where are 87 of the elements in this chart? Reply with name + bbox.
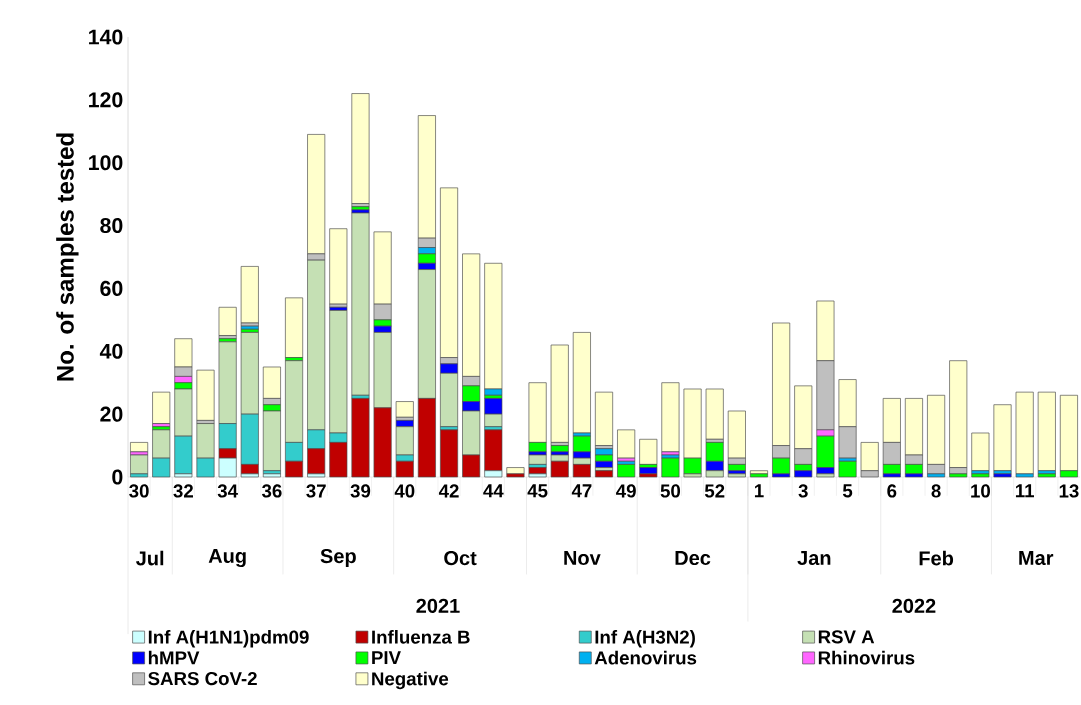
bar — [307, 134, 326, 255]
bar — [617, 464, 636, 478]
bar — [351, 398, 370, 478]
bar — [617, 429, 636, 459]
x-tick-label: 11 — [1015, 484, 1035, 498]
bar — [550, 445, 569, 453]
x-tick-label: 8 — [931, 484, 941, 498]
legend-label: Inf A(H3N2) — [595, 629, 695, 648]
x-tick-label: 5 — [842, 484, 853, 498]
text: Oct — [444, 550, 477, 566]
y-tick-label: 20 — [100, 406, 123, 422]
x-tick-label: 10 — [971, 484, 990, 498]
bar — [971, 432, 990, 472]
x-tick-label: 30 — [129, 484, 149, 498]
bar — [130, 454, 149, 475]
text: Feb — [919, 550, 954, 566]
y-tick-label: 140 — [89, 29, 123, 45]
legend-label: Adenovirus — [594, 650, 697, 665]
bar — [506, 467, 525, 475]
x-tick-label: 1 — [754, 484, 764, 498]
x-tick-label: 49 — [616, 484, 636, 498]
x-tick-label: 37 — [306, 484, 326, 498]
x-tick-label: 42 — [438, 484, 459, 498]
y-tick-label: 120 — [89, 92, 123, 108]
y-tick-label: 80 — [100, 218, 123, 234]
bar — [639, 467, 658, 475]
bar — [152, 391, 171, 424]
bar — [351, 212, 370, 396]
bar — [838, 460, 857, 478]
bar — [639, 438, 658, 465]
x-tick-label: 40 — [394, 484, 415, 498]
bar — [395, 401, 414, 418]
bar — [993, 404, 1012, 472]
bar — [661, 457, 680, 478]
text: Aug — [208, 549, 246, 568]
bar — [1037, 391, 1056, 472]
bar — [285, 297, 304, 358]
x-tick-label: 47 — [571, 484, 592, 498]
bar — [572, 435, 591, 453]
bar — [440, 429, 459, 478]
x-tick-label: 32 — [173, 484, 193, 498]
x-tick-label: 39 — [350, 484, 371, 498]
y-axis-title: No. of samples tested — [56, 133, 79, 381]
text: Mar — [1019, 551, 1054, 566]
x-tick-label: 36 — [261, 484, 282, 498]
legend-label: SARS CoV-2 — [148, 671, 257, 686]
legend-label: Influenza B — [372, 629, 470, 644]
y-tick-label: 40 — [99, 343, 123, 359]
bar — [528, 467, 547, 475]
legend-label: RSV A — [818, 630, 875, 644]
text: Jul — [135, 550, 164, 566]
bar — [240, 266, 259, 324]
x-tick-label: 44 — [483, 484, 504, 498]
x-tick-label: 13 — [1059, 484, 1079, 498]
x-tick-label: 3 — [798, 484, 808, 498]
bar — [528, 454, 547, 465]
x-tick-label: 52 — [704, 484, 725, 498]
x-tick-label: 34 — [217, 484, 238, 498]
bar — [572, 332, 591, 434]
text: 2021 — [416, 598, 460, 613]
text: Jan — [797, 551, 831, 566]
bar — [595, 391, 614, 446]
text: Sep — [320, 549, 356, 568]
bar — [705, 388, 724, 440]
legend-label: Rhinovirus — [818, 650, 915, 665]
bar — [329, 228, 348, 305]
bar — [351, 93, 370, 204]
text: Nov — [564, 551, 601, 566]
bar — [661, 382, 680, 453]
y-tick-label: 60 — [100, 280, 123, 296]
bar — [595, 470, 614, 478]
x-tick-label: 6 — [887, 484, 897, 498]
legend-label: PIV — [372, 651, 401, 665]
bar — [130, 442, 149, 453]
text: Dec — [675, 551, 711, 566]
y-tick-label: 100 — [89, 155, 123, 171]
bar — [550, 344, 569, 443]
bar — [218, 306, 237, 336]
legend-label: hMPV — [148, 650, 200, 665]
legend-label: Inf A(H1N1)pdm09 — [148, 629, 309, 648]
x-tick-label: 50 — [660, 484, 681, 498]
legend-label: Negative — [372, 671, 449, 690]
text: 2022 — [892, 598, 936, 613]
bar — [196, 369, 215, 421]
bar — [1015, 391, 1034, 475]
y-tick-label: 0 — [112, 469, 123, 485]
x-tick-label: 45 — [527, 484, 548, 498]
